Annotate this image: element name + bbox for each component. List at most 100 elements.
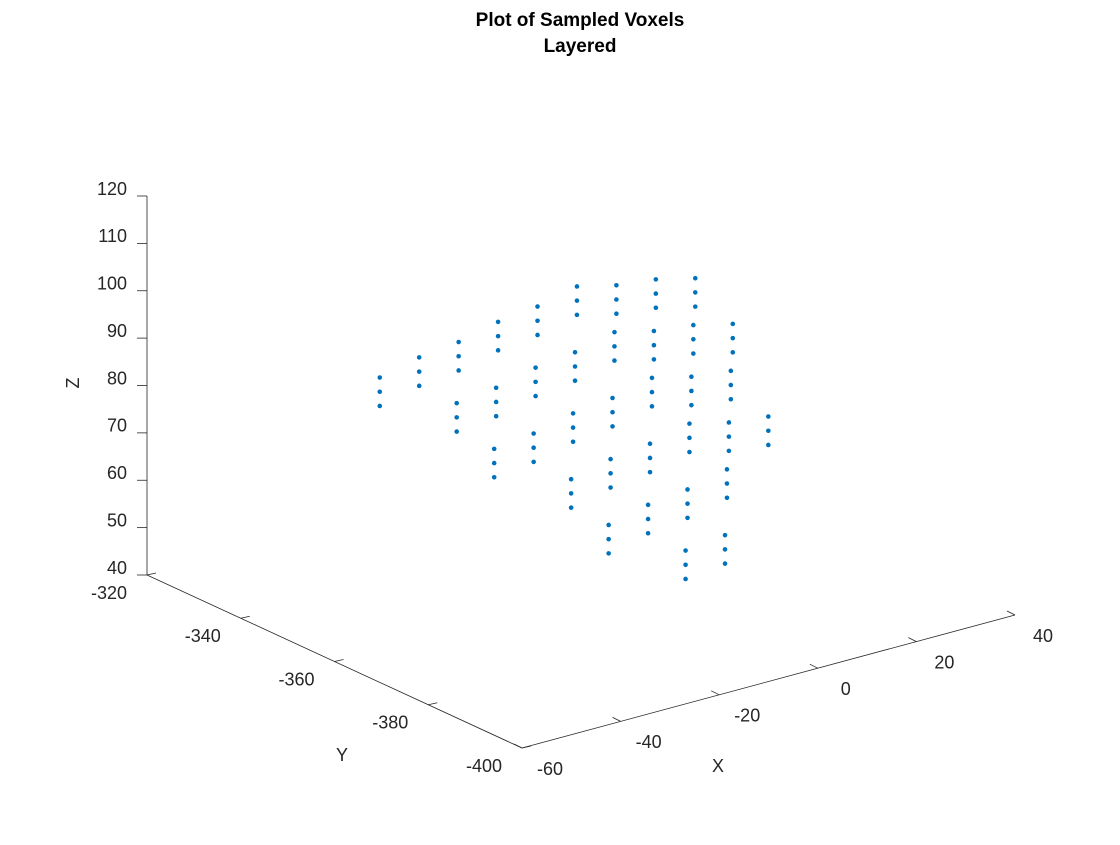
x-tick-label: -40 [636,732,662,752]
voxel-point [416,355,422,360]
voxel-point [647,469,653,475]
voxel-point [685,501,690,506]
voxel-point [377,403,383,409]
x-tick-label: 40 [1033,626,1053,646]
voxel-point [685,515,690,521]
voxel-point [645,530,651,536]
voxel-point [606,551,611,556]
z-tick-label: 50 [107,510,127,530]
voxel-point [533,379,538,385]
voxel-point [724,495,730,501]
voxel-point [456,339,461,345]
y-tick-label: -320 [91,583,127,603]
x-tick-label: 0 [841,679,851,699]
y-axis-label: Y [336,745,348,765]
voxel-point [574,298,580,303]
voxel-point [377,375,383,380]
y-tick-label: -380 [372,713,408,733]
voxel-point [572,364,578,369]
x-tick-label: 20 [934,652,954,672]
z-tick-label: 70 [107,416,127,436]
voxel-point [730,350,736,355]
z-axis-label: Z [63,378,83,389]
x-tick [908,637,917,642]
voxel-point [531,459,536,465]
y-tick [521,745,532,749]
voxel-point [491,475,497,480]
voxel-point [570,411,576,416]
voxel-point [722,561,728,566]
voxel-point [614,282,619,288]
voxel-point [683,562,688,568]
voxel-point [724,467,730,472]
voxel-point [531,445,536,451]
chart-subtitle: Layered [544,36,617,57]
x-tick [711,690,720,696]
voxel-point [572,349,578,355]
voxel-point [689,374,694,380]
voxel-point [572,378,578,384]
voxel-point [608,471,613,476]
voxel-point [608,456,613,462]
voxel-point [730,321,736,327]
voxel-point [570,439,576,445]
x-tick [612,717,621,722]
voxel-point [454,429,460,434]
voxel-point [653,305,659,311]
voxel-point [491,446,497,452]
voxel-point [535,318,540,324]
voxel-point [568,476,574,482]
voxel-point [610,409,615,415]
voxel-point [683,548,688,553]
y-tick [428,702,438,706]
x-tick [1006,610,1016,616]
voxel-point [568,491,574,496]
voxel-point [495,319,501,325]
z-tick-label: 60 [107,463,127,483]
z-tick-label: 120 [97,179,127,199]
voxel-point [685,487,690,492]
voxel-point [416,369,422,374]
voxel-point [730,335,736,341]
x-tick [809,663,818,669]
y-tick [240,615,250,619]
voxel-point [728,368,734,374]
voxel-point [692,275,698,281]
voxel-point [647,441,653,447]
voxel-point [606,536,611,542]
voxel-point [653,277,659,282]
y-tick-label: -360 [278,669,314,689]
chart-title: Plot of Sampled Voxels [476,10,685,31]
voxel-point [454,415,460,420]
voxel-point [610,424,615,429]
x-tick-label: -20 [734,706,760,726]
voxel-point [454,400,460,406]
voxel-point [689,388,694,394]
voxel-point [651,357,657,362]
z-tick-label: 90 [107,321,127,341]
voxel-point [692,304,698,309]
voxel-point [495,348,501,353]
z-tick-label: 40 [107,558,127,578]
voxel-point [493,385,499,391]
voxel-point [493,413,499,419]
voxel-point [766,428,771,434]
voxel-point [574,284,580,289]
voxel-point [610,395,615,401]
voxel-point [766,414,771,419]
voxel-point [570,425,576,430]
voxel-point [533,393,538,399]
voxel-point [568,505,574,510]
voxel-point [726,420,732,425]
voxel-point [722,532,728,538]
x-tick [513,743,523,749]
z-tick-label: 80 [107,368,127,388]
voxel-point [493,399,499,405]
voxel-point [683,576,688,582]
x-axis [521,614,1016,749]
voxel-point [535,304,540,309]
z-tick-label: 100 [97,274,127,294]
y-tick-label: -400 [466,756,502,776]
voxel-point [728,396,734,402]
